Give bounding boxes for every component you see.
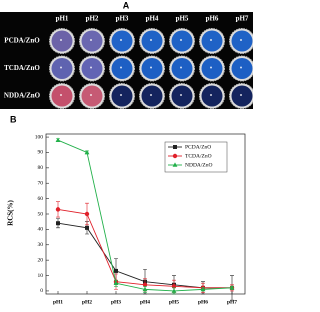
marker — [113, 280, 119, 286]
well-glare — [210, 66, 212, 69]
x-tick-label: pH2 — [82, 299, 92, 305]
row-label: TCDA/ZnO — [4, 64, 40, 72]
well — [201, 58, 223, 79]
well — [141, 58, 163, 79]
x-tick-label: pH7 — [227, 299, 237, 305]
well-glare — [120, 66, 122, 69]
y-tick-label: 100 — [35, 134, 44, 140]
well-glare — [150, 94, 152, 96]
well — [141, 30, 163, 52]
well — [51, 30, 73, 52]
marker — [229, 285, 235, 290]
y-tick-label: 70 — [38, 180, 44, 186]
legend-label: NDDA/ZnO — [185, 162, 213, 168]
marker — [171, 288, 177, 293]
y-tick-label: 0 — [40, 288, 43, 294]
marker — [200, 286, 206, 292]
well-glare — [240, 39, 242, 41]
well — [141, 85, 163, 107]
well — [171, 30, 193, 52]
x-tick-label: pH6 — [198, 299, 208, 305]
well-glare — [150, 66, 152, 69]
column-label: pH3 — [116, 15, 129, 23]
well — [201, 85, 223, 107]
well — [201, 30, 223, 52]
well — [51, 58, 73, 79]
well-glare — [60, 94, 62, 96]
marker — [171, 284, 177, 289]
well-glare — [240, 66, 242, 69]
well — [231, 30, 253, 52]
figure: A B RCS(%) pH1 pH2 pH3 pH4 pH5 pH6 pH7 PCDA/ZnO… — [0, 0, 253, 305]
marker — [172, 162, 178, 167]
well — [81, 30, 103, 52]
marker — [56, 221, 60, 226]
well — [81, 58, 103, 79]
well-glare — [60, 39, 62, 41]
well — [171, 58, 193, 79]
marker — [55, 137, 61, 142]
column-label: pH5 — [176, 15, 189, 23]
column-label: pH2 — [86, 15, 99, 23]
well-glare — [120, 39, 122, 41]
y-tick-label: 20 — [38, 257, 44, 263]
x-tick-label: pH4 — [140, 299, 150, 305]
y-tick-label: 30 — [38, 242, 44, 248]
marker — [55, 207, 61, 212]
panel-label: B — [10, 114, 17, 124]
column-label: pH6 — [206, 15, 219, 23]
column-label: pH4 — [146, 15, 159, 23]
column-label: pH1 — [56, 15, 69, 23]
panel-label: A — [123, 0, 130, 10]
y-tick-label: 60 — [38, 196, 44, 202]
x-tick-label: pH1 — [53, 299, 63, 305]
y-tick-label: 90 — [38, 150, 44, 156]
well-glare — [210, 94, 212, 96]
well — [231, 58, 253, 79]
y-tick-label: 80 — [38, 165, 44, 171]
well-glare — [210, 39, 212, 41]
well-glare — [90, 39, 92, 41]
well-glare — [180, 94, 182, 96]
y-tick-label: 50 — [38, 211, 44, 217]
well-glare — [240, 94, 242, 96]
x-tick-label: pH5 — [169, 299, 179, 305]
well-glare — [150, 39, 152, 41]
x-tick-label: pH3 — [111, 299, 121, 305]
row-label: NDDA/ZnO — [4, 92, 41, 100]
well — [81, 85, 103, 107]
legend-label: TCDA/ZnO — [185, 153, 212, 159]
well-glare — [90, 94, 92, 96]
row-label: PCDA/ZnO — [4, 37, 40, 45]
marker — [84, 211, 90, 217]
y-tick-label: 40 — [38, 227, 44, 233]
marker — [84, 149, 90, 155]
well-glare — [180, 66, 182, 69]
marker — [142, 286, 148, 292]
well-glare — [90, 66, 92, 69]
well-glare — [60, 66, 62, 69]
column-label: pH7 — [236, 15, 249, 23]
well-glare — [120, 94, 122, 96]
well — [171, 85, 193, 107]
well — [111, 58, 133, 79]
y-axis-label: RCS(%) — [7, 200, 15, 226]
well — [51, 85, 73, 107]
marker — [114, 268, 118, 273]
well — [111, 30, 133, 52]
y-tick-label: 10 — [38, 273, 44, 279]
well — [231, 85, 253, 107]
well — [111, 85, 133, 107]
marker — [172, 153, 178, 159]
marker — [142, 282, 148, 287]
marker — [85, 225, 89, 230]
marker — [173, 145, 177, 149]
legend-label: PCDA/ZnO — [185, 144, 211, 150]
well-glare — [180, 39, 182, 41]
